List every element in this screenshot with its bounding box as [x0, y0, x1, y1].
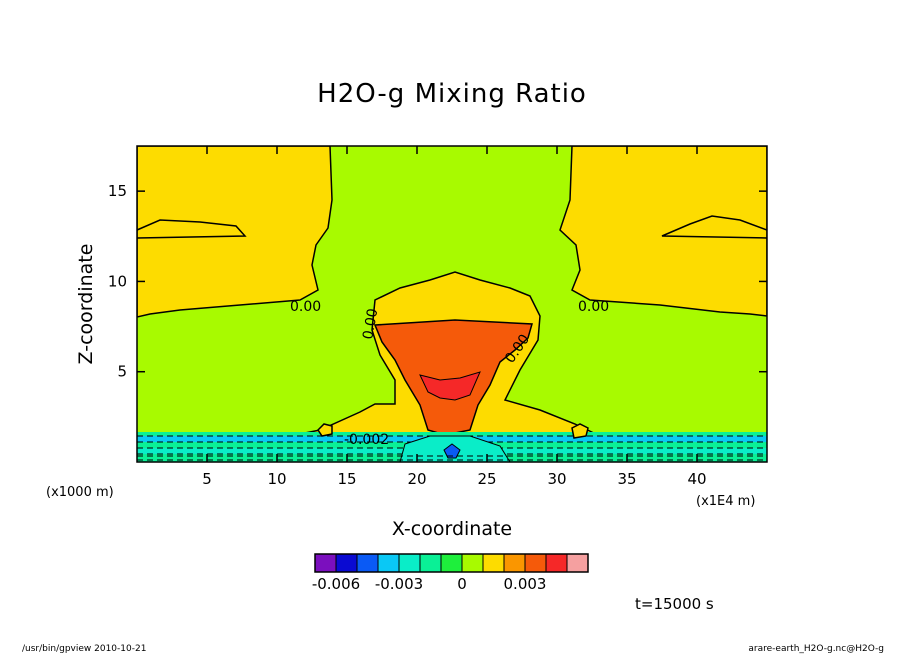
axis-ticks: 5 10 15 20 25 30 35 40 5 10 15 — [108, 146, 767, 488]
footer-right: arare-earth_H2O-g.nc@H2O-g — [748, 644, 884, 654]
colorbar-tick-label: -0.003 — [375, 575, 423, 593]
contour-label-cloud-left: 0.00 — [360, 307, 381, 340]
colorbar-swatch — [356, 553, 379, 573]
colorbar-swatch — [545, 553, 568, 573]
colorbar-swatch — [377, 553, 400, 573]
region-upper-right — [559, 146, 767, 317]
x-axis-label: X-coordinate — [392, 518, 512, 540]
colorbar-swatch — [419, 553, 442, 573]
y-tick-label: 10 — [108, 272, 127, 290]
x-tick-label: 10 — [267, 470, 286, 488]
colorbar-swatch — [482, 553, 505, 573]
x-tick-label: 25 — [477, 470, 496, 488]
contour-label-left: 0.00 — [290, 299, 321, 315]
colorbar-swatch — [524, 553, 547, 573]
x-tick-label: 15 — [337, 470, 356, 488]
footer-left: /usr/bin/gpview 2010-10-21 — [22, 644, 146, 654]
chart-title: H2O-g Mixing Ratio — [317, 79, 587, 109]
colorbar-swatch — [398, 553, 421, 573]
colorbar-tick-label: -0.006 — [312, 575, 360, 593]
plot-area: 0.00 0.00 0.00 0.00 -0.002 5 10 15 20 25 30 35… — [108, 145, 768, 488]
colorbar-swatch — [440, 553, 463, 573]
contour-label-boundary: -0.002 — [344, 432, 389, 448]
x-tick-label: 40 — [687, 470, 706, 488]
y-tick-label: 5 — [117, 363, 127, 381]
y-axis-label: Z-coordinate — [75, 244, 97, 365]
colorbar-swatch — [335, 553, 358, 573]
region-upper-left — [137, 146, 333, 318]
colorbar-swatch — [461, 553, 484, 573]
contour-label-right: 0.00 — [578, 299, 609, 315]
region-core — [373, 319, 533, 436]
time-label: t=15000 s — [635, 595, 714, 613]
x-unit-left: (x1000 m) — [46, 485, 114, 500]
x-tick-label: 20 — [407, 470, 426, 488]
colorbar-swatch — [566, 553, 589, 573]
plot-frame — [136, 145, 768, 463]
colorbar-tick-label: 0 — [457, 575, 467, 593]
colorbar-swatch — [314, 553, 337, 573]
colorbar-swatch — [503, 553, 526, 573]
x-unit-right: (x1E4 m) — [696, 494, 755, 509]
colorbar-tick-label: 0.003 — [504, 575, 547, 593]
colorbar: -0.006 -0.003 0 0.003 — [312, 553, 589, 593]
x-tick-label: 35 — [617, 470, 636, 488]
colorbar-frame — [314, 553, 589, 573]
x-tick-label: 5 — [202, 470, 212, 488]
contour-labels: 0.00 0.00 0.00 0.00 -0.002 — [290, 299, 609, 448]
y-tick-label: 15 — [108, 182, 127, 200]
x-tick-label: 30 — [547, 470, 566, 488]
